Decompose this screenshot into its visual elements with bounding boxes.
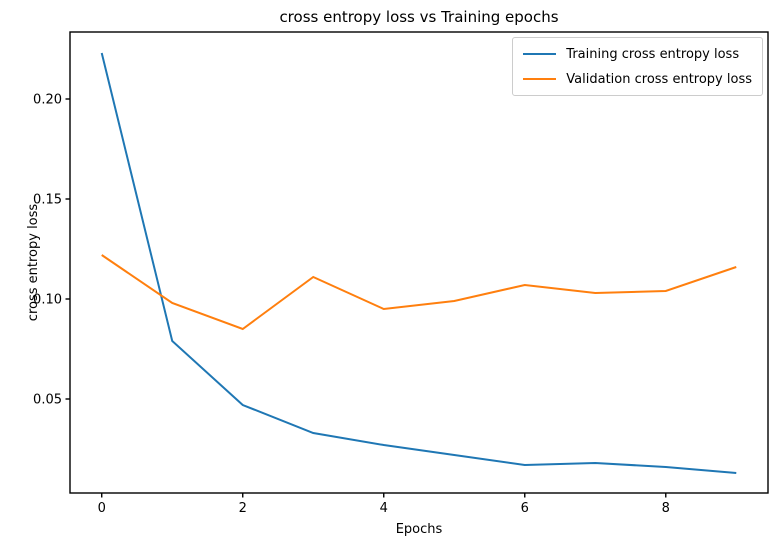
legend-item-training: Training cross entropy loss bbox=[523, 44, 752, 64]
legend-label-validation: Validation cross entropy loss bbox=[566, 71, 752, 87]
x-tick-label: 2 bbox=[239, 501, 247, 516]
y-axis-label: cross entropy loss bbox=[26, 203, 41, 322]
training-line-swatch bbox=[523, 52, 557, 56]
x-tick-label: 4 bbox=[380, 501, 388, 516]
line-series-0 bbox=[100, 52, 737, 474]
axes-frame bbox=[69, 31, 769, 494]
x-tick-label: 0 bbox=[98, 501, 106, 516]
legend-item-validation: Validation cross entropy loss bbox=[523, 69, 752, 89]
x-axis-label: Epochs bbox=[395, 522, 443, 537]
y-tick-label: 0.10 bbox=[33, 293, 62, 308]
line-series-1 bbox=[101, 254, 737, 331]
y-tick-label: 0.15 bbox=[33, 193, 62, 208]
x-tick-label: 8 bbox=[662, 501, 670, 516]
legend-label-training: Training cross entropy loss bbox=[566, 46, 740, 62]
y-tick-label: 0.05 bbox=[33, 393, 62, 408]
legend: Training cross entropy loss Validation c… bbox=[512, 37, 763, 96]
x-tick-label: 6 bbox=[521, 501, 529, 516]
y-tick-label: 0.20 bbox=[33, 93, 62, 108]
chart-title: cross entropy loss vs Training epochs bbox=[279, 8, 559, 26]
validation-line-swatch bbox=[523, 77, 557, 81]
